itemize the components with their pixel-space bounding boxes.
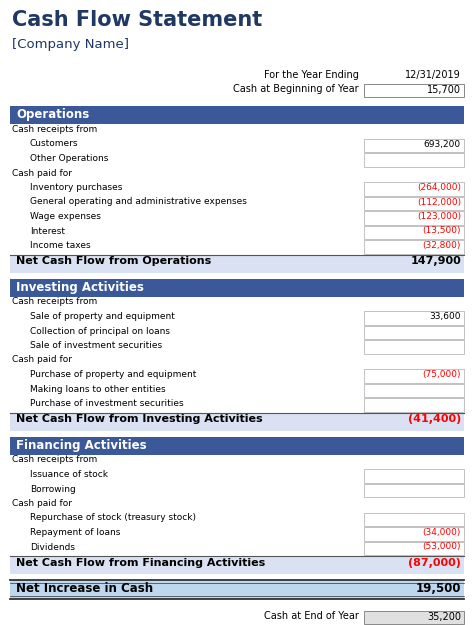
Text: [Company Name]: [Company Name] (12, 38, 129, 51)
Text: Cash paid for: Cash paid for (12, 356, 72, 364)
FancyBboxPatch shape (364, 139, 464, 152)
Text: Operations: Operations (16, 108, 89, 121)
Text: Issuance of stock: Issuance of stock (30, 470, 108, 479)
FancyBboxPatch shape (364, 527, 464, 541)
Text: (32,800): (32,800) (423, 241, 461, 250)
Text: Interest: Interest (30, 226, 65, 236)
FancyBboxPatch shape (364, 398, 464, 411)
Text: Other Operations: Other Operations (30, 154, 109, 163)
Text: (53,000): (53,000) (422, 542, 461, 551)
FancyBboxPatch shape (364, 611, 464, 624)
Text: 147,900: 147,900 (410, 256, 461, 266)
Text: 19,500: 19,500 (416, 582, 461, 595)
Text: Cash receipts from: Cash receipts from (12, 298, 97, 306)
Text: Inventory purchases: Inventory purchases (30, 183, 122, 192)
Text: Repayment of loans: Repayment of loans (30, 528, 120, 537)
Text: Cash paid for: Cash paid for (12, 169, 72, 177)
Text: Borrowing: Borrowing (30, 484, 76, 494)
Text: Repurchase of stock (treasury stock): Repurchase of stock (treasury stock) (30, 514, 196, 522)
FancyBboxPatch shape (364, 484, 464, 497)
Text: Customers: Customers (30, 139, 79, 149)
Text: (87,000): (87,000) (408, 558, 461, 568)
Text: Dividends: Dividends (30, 542, 75, 551)
Text: Making loans to other entities: Making loans to other entities (30, 384, 165, 394)
Text: 693,200: 693,200 (424, 139, 461, 149)
Text: Financing Activities: Financing Activities (16, 439, 146, 451)
Text: (34,000): (34,000) (423, 528, 461, 537)
FancyBboxPatch shape (364, 512, 464, 526)
Text: General operating and administrative expenses: General operating and administrative exp… (30, 198, 247, 206)
Text: Cash receipts from: Cash receipts from (12, 125, 97, 134)
Text: Net Cash Flow from Operations: Net Cash Flow from Operations (16, 256, 211, 266)
Text: Income taxes: Income taxes (30, 241, 91, 250)
Text: Cash at End of Year: Cash at End of Year (264, 611, 359, 621)
FancyBboxPatch shape (364, 182, 464, 196)
FancyBboxPatch shape (10, 106, 464, 124)
Text: 33,600: 33,600 (429, 312, 461, 321)
FancyBboxPatch shape (10, 279, 464, 296)
Text: Net Cash Flow from Investing Activities: Net Cash Flow from Investing Activities (16, 414, 263, 424)
Text: Purchase of investment securities: Purchase of investment securities (30, 399, 183, 408)
Text: Sale of property and equipment: Sale of property and equipment (30, 312, 175, 321)
FancyBboxPatch shape (364, 153, 464, 166)
FancyBboxPatch shape (364, 340, 464, 354)
Text: Net Cash Flow from Financing Activities: Net Cash Flow from Financing Activities (16, 558, 265, 568)
FancyBboxPatch shape (364, 84, 464, 97)
FancyBboxPatch shape (364, 326, 464, 339)
Text: Purchase of property and equipment: Purchase of property and equipment (30, 370, 196, 379)
Text: For the Year Ending: For the Year Ending (264, 70, 359, 80)
Text: (75,000): (75,000) (422, 370, 461, 379)
Text: (264,000): (264,000) (417, 183, 461, 192)
FancyBboxPatch shape (364, 469, 464, 482)
FancyBboxPatch shape (10, 412, 464, 431)
FancyBboxPatch shape (10, 254, 464, 272)
FancyBboxPatch shape (364, 240, 464, 254)
Text: (13,500): (13,500) (422, 226, 461, 236)
Text: 12/31/2019: 12/31/2019 (405, 70, 461, 80)
FancyBboxPatch shape (364, 211, 464, 224)
FancyBboxPatch shape (364, 226, 464, 239)
Text: (123,000): (123,000) (417, 212, 461, 221)
Text: 15,700: 15,700 (427, 85, 461, 95)
Text: Collection of principal on loans: Collection of principal on loans (30, 326, 170, 336)
Text: Cash receipts from: Cash receipts from (12, 456, 97, 464)
Text: Cash paid for: Cash paid for (12, 499, 72, 508)
Text: (41,400): (41,400) (408, 414, 461, 424)
Text: Wage expenses: Wage expenses (30, 212, 101, 221)
FancyBboxPatch shape (364, 311, 464, 324)
FancyBboxPatch shape (10, 436, 464, 454)
FancyBboxPatch shape (10, 556, 464, 574)
Text: Cash Flow Statement: Cash Flow Statement (12, 10, 262, 30)
Text: 35,200: 35,200 (427, 612, 461, 622)
FancyBboxPatch shape (364, 196, 464, 210)
FancyBboxPatch shape (10, 580, 464, 599)
Text: Investing Activities: Investing Activities (16, 281, 144, 294)
FancyBboxPatch shape (364, 384, 464, 397)
Text: Net Increase in Cash: Net Increase in Cash (16, 582, 153, 595)
Text: Sale of investment securities: Sale of investment securities (30, 341, 162, 350)
Text: Cash at Beginning of Year: Cash at Beginning of Year (233, 84, 359, 94)
FancyBboxPatch shape (364, 541, 464, 555)
FancyBboxPatch shape (364, 369, 464, 382)
Text: (112,000): (112,000) (417, 198, 461, 206)
